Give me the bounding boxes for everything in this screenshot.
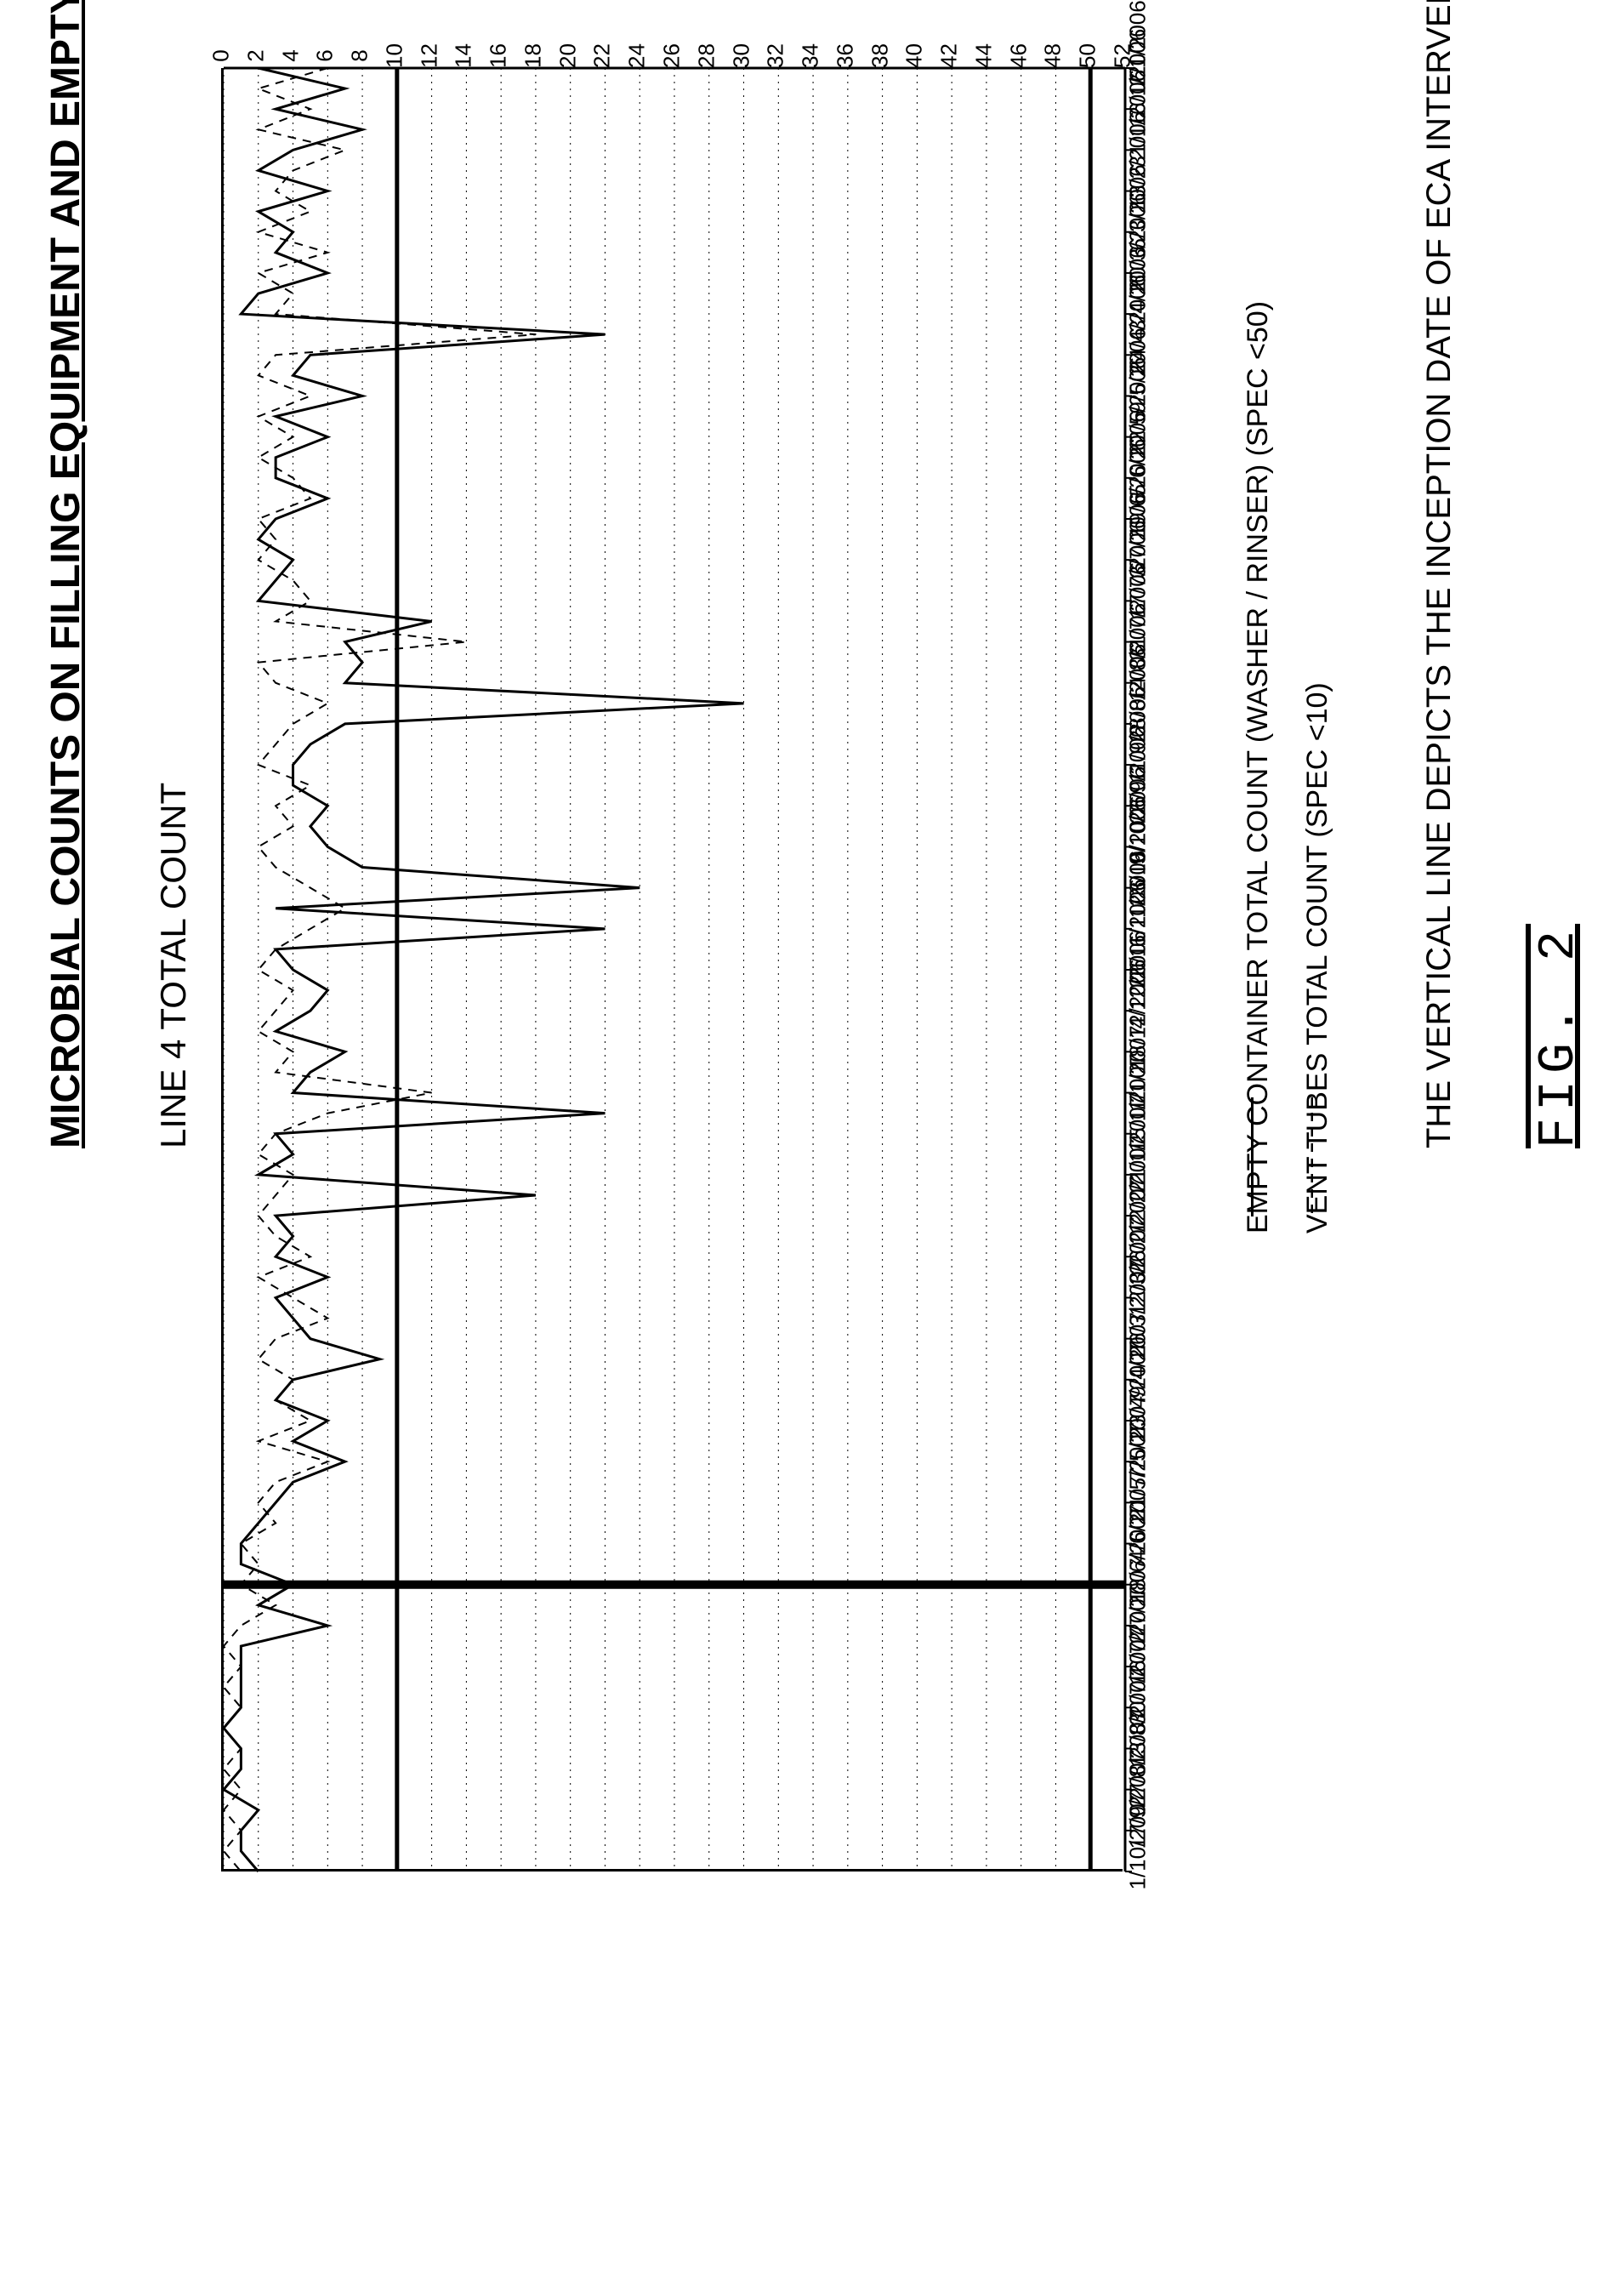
y-tick-label: 16 <box>486 31 512 82</box>
y-tick-label: 46 <box>1005 31 1032 82</box>
y-tick-label: 30 <box>728 31 754 82</box>
y-tick-label: 28 <box>693 31 719 82</box>
chart-title: LINE 4 TOTAL COUNT <box>153 783 194 1148</box>
y-tick-label: 42 <box>936 31 963 82</box>
y-tick-label: 0 <box>208 31 235 82</box>
figure-label-text: FIG. 2 <box>1531 924 1589 1148</box>
chart-plot-area <box>221 68 1123 1872</box>
y-tick-label: 6 <box>312 31 338 82</box>
figure-label: FIG. 2 <box>1531 924 1589 1148</box>
legend-label-empty-container: EMPTY CONTAINER TOTAL COUNT (WASHER / RI… <box>1242 301 1275 1233</box>
y-tick-label: 48 <box>1040 31 1066 82</box>
y-tick-label: 34 <box>798 31 824 82</box>
y-tick-label: 18 <box>520 31 546 82</box>
y-tick-label: 2 <box>242 31 269 82</box>
y-tick-label: 38 <box>867 31 893 82</box>
y-tick-label: 20 <box>554 31 581 82</box>
y-tick-label: 40 <box>901 31 928 82</box>
chart-svg <box>224 68 1125 1872</box>
y-tick-label: 26 <box>659 31 685 82</box>
y-tick-label: 24 <box>624 31 651 82</box>
y-tick-label: 4 <box>277 31 304 82</box>
page-title: MICROBIAL COUNTS ON FILLING EQUIPMENT AN… <box>43 0 89 1148</box>
y-tick-label: 32 <box>763 31 789 82</box>
y-tick-label: 22 <box>589 31 616 82</box>
y-tick-label: 36 <box>832 31 858 82</box>
y-tick-label: 8 <box>347 31 373 82</box>
x-tick-label: 1/10/2007 <box>1125 1792 1151 1890</box>
y-tick-label: 12 <box>416 31 442 82</box>
y-tick-label: 50 <box>1075 31 1101 82</box>
figure-caption: THE VERTICAL LINE DEPICTS THE INCEPTION … <box>1420 0 1458 1148</box>
legend-label-vent-tubes: VENT TUBES TOTAL COUNT (SPEC <10) <box>1301 682 1334 1233</box>
y-tick-label: 14 <box>451 31 477 82</box>
y-tick-label: 10 <box>381 31 407 82</box>
y-tick-label: 44 <box>970 31 997 82</box>
